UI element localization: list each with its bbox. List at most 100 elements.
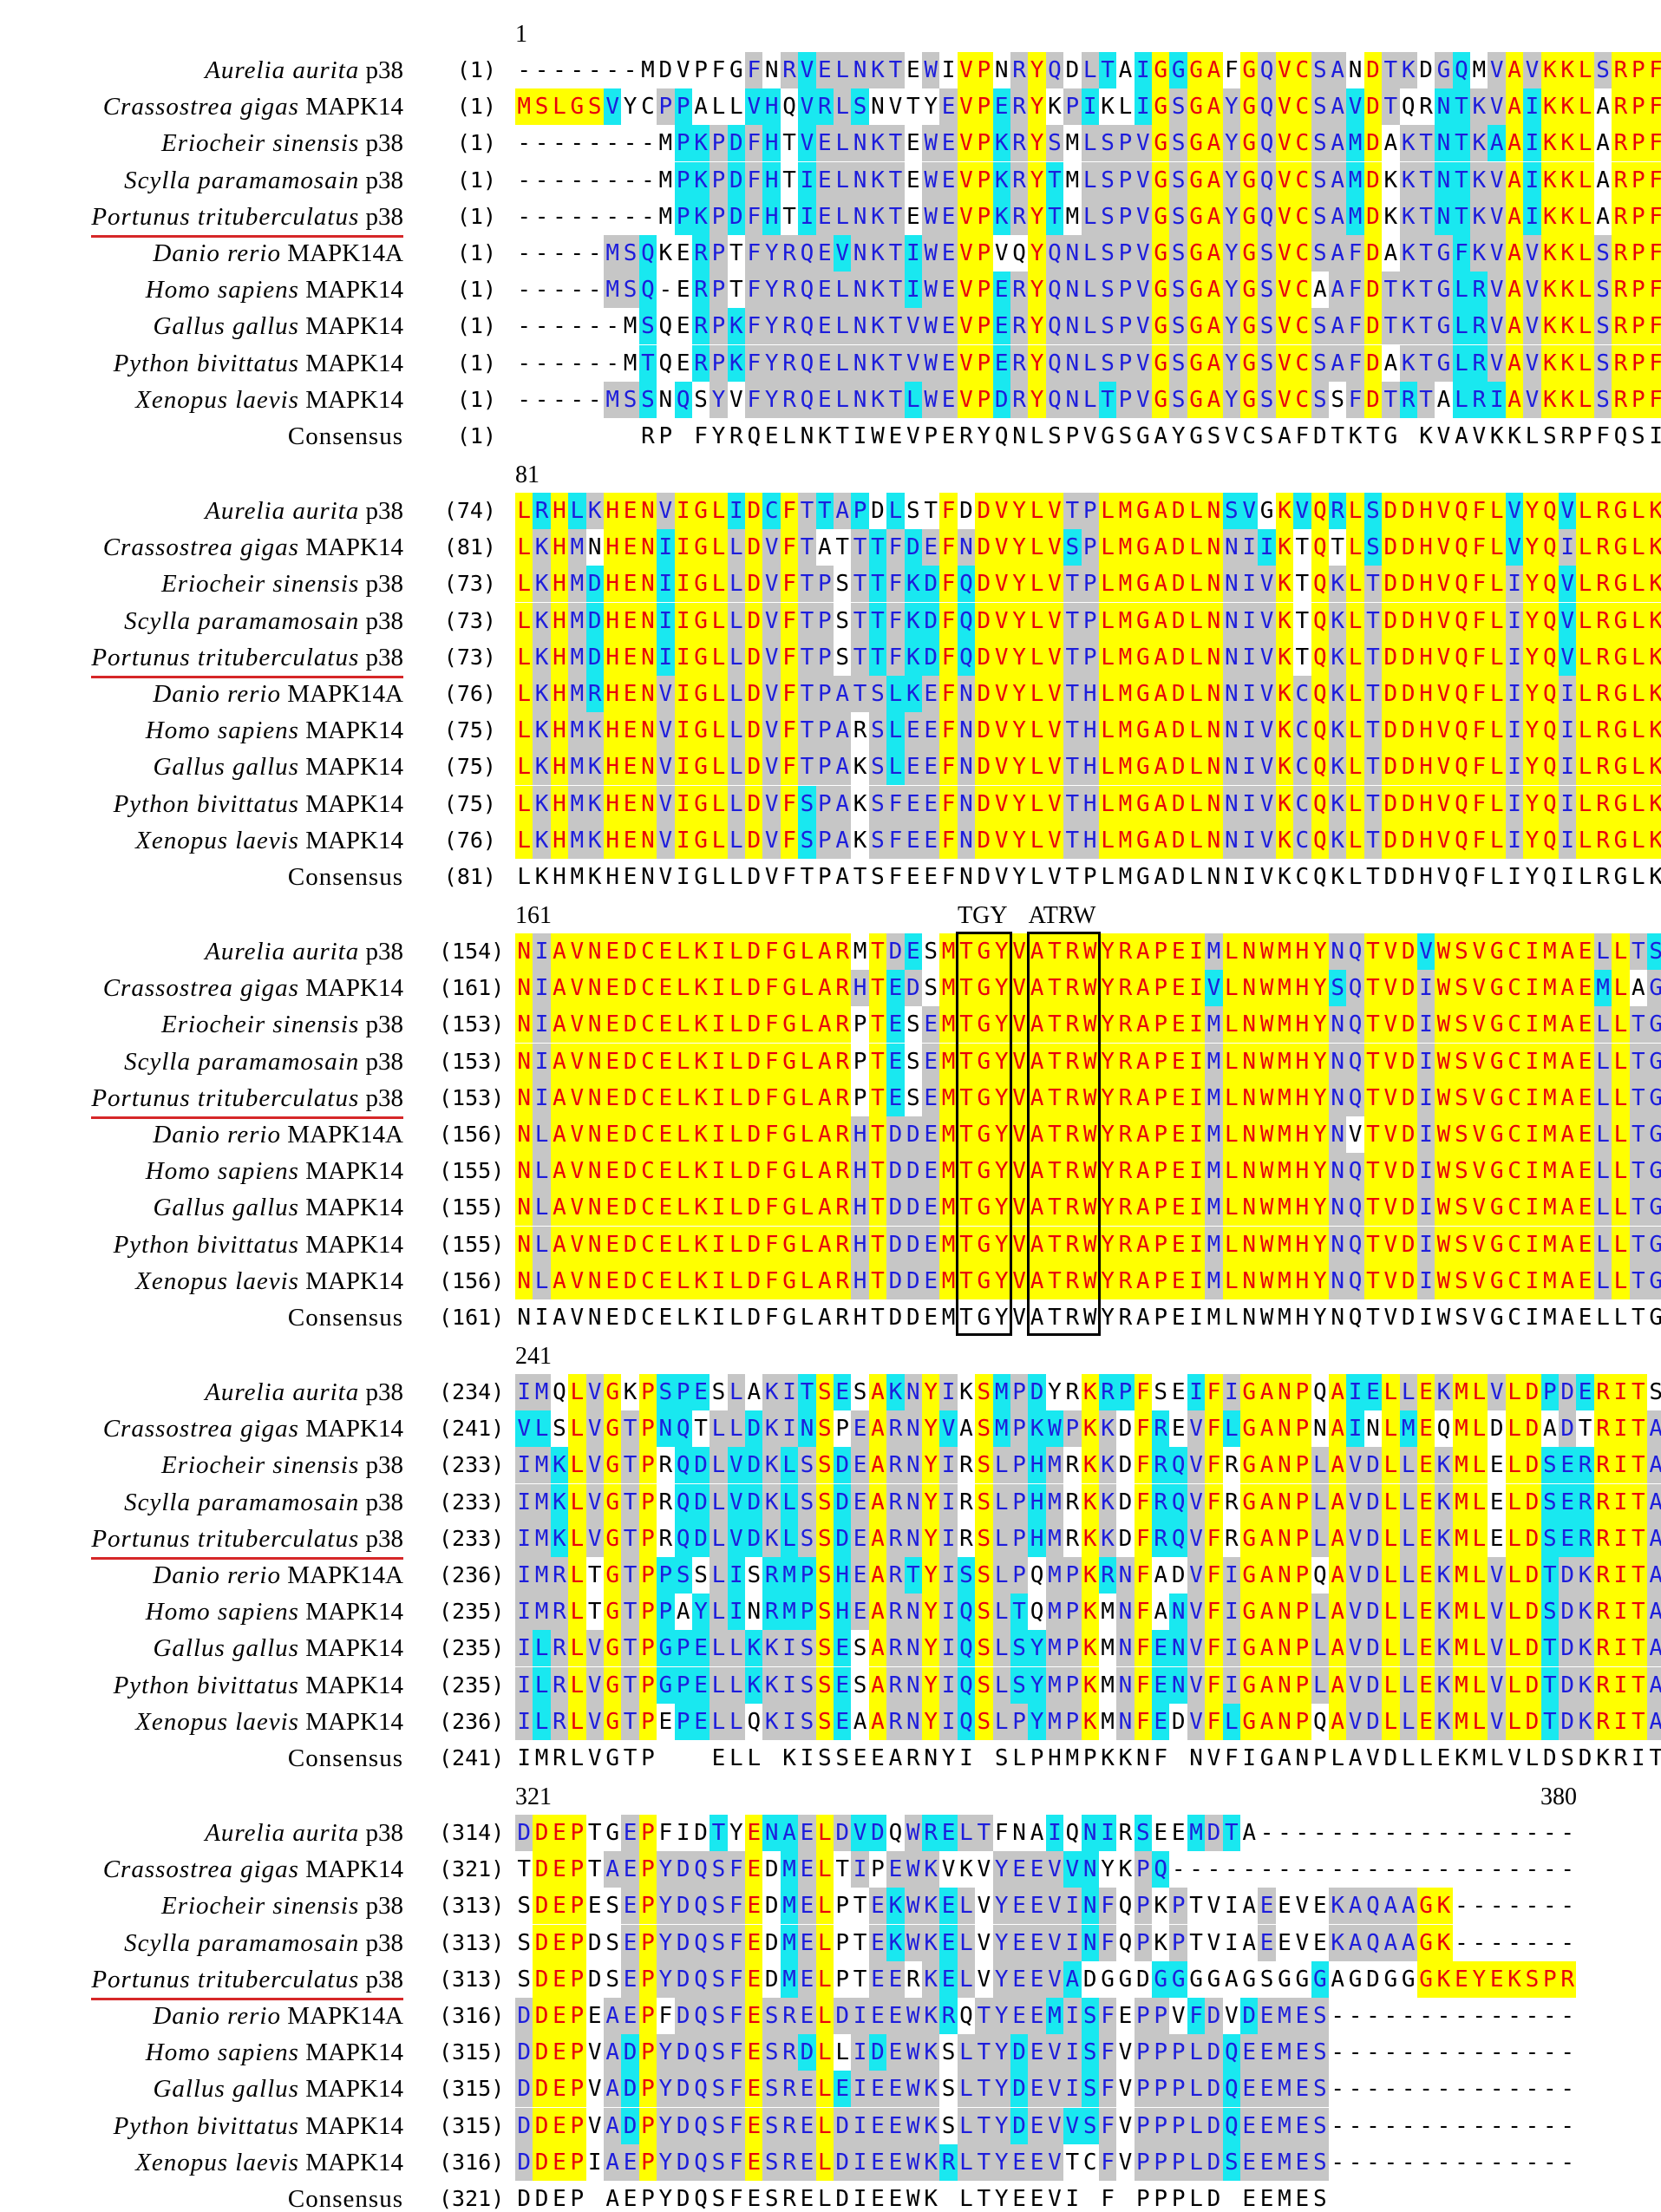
residue: S bbox=[1452, 970, 1471, 1007]
consensus-residue: K bbox=[924, 2186, 938, 2212]
residue: S bbox=[1098, 125, 1117, 162]
residue: V bbox=[1118, 2039, 1133, 2066]
residue: M bbox=[568, 638, 586, 676]
residue: Q bbox=[691, 2107, 710, 2144]
residue: D bbox=[1399, 1079, 1417, 1116]
residue: C bbox=[638, 1153, 657, 1190]
consensus-residue bbox=[939, 2181, 957, 2212]
residue: E bbox=[621, 1960, 639, 1998]
species-label: Portunus trituberculatus p38 bbox=[91, 200, 403, 238]
residue: L bbox=[1452, 344, 1471, 382]
residue: M bbox=[853, 939, 867, 965]
residue: G bbox=[1435, 52, 1453, 88]
residue: R bbox=[1010, 272, 1029, 309]
residue: Q bbox=[1452, 676, 1471, 712]
residue: T bbox=[1629, 1043, 1647, 1080]
residue: P bbox=[1063, 1594, 1082, 1631]
residue: L bbox=[710, 1483, 728, 1521]
residue: - bbox=[1525, 1929, 1540, 1956]
residue: L bbox=[1382, 1410, 1400, 1448]
alignment-row: Aurelia aurita p38 (1) - - - - - - - M D V P F G F N R V E L… bbox=[0, 52, 1661, 88]
species-label: Eriocheir sinensis p38 bbox=[161, 127, 403, 160]
residue: K bbox=[691, 1262, 710, 1299]
residue: P bbox=[1293, 1666, 1311, 1704]
residue: L bbox=[533, 1630, 551, 1667]
residue: P bbox=[1540, 1374, 1560, 1410]
residue: G bbox=[1295, 1966, 1310, 1993]
residue: K bbox=[1559, 235, 1577, 272]
residue: R bbox=[834, 1262, 852, 1299]
residue: E bbox=[745, 1998, 763, 2034]
residue: I bbox=[1240, 749, 1259, 786]
residue: L bbox=[1098, 785, 1117, 822]
residue: F bbox=[1205, 1703, 1223, 1740]
residue: S bbox=[975, 1447, 993, 1484]
residue: W bbox=[1081, 1079, 1099, 1116]
consensus-residue: H bbox=[553, 864, 566, 890]
residue: L bbox=[1399, 1594, 1417, 1631]
residue: T bbox=[710, 1815, 728, 1851]
residue: A bbox=[1205, 235, 1223, 272]
residue: L bbox=[1222, 1043, 1241, 1080]
residue: - bbox=[1560, 1856, 1575, 1883]
residue: - bbox=[570, 167, 585, 193]
residue: M bbox=[568, 566, 586, 603]
residue: F bbox=[1647, 88, 1661, 126]
residue: L bbox=[1028, 529, 1046, 566]
residue: Y bbox=[1523, 493, 1541, 529]
residue: L bbox=[710, 1447, 728, 1484]
residue: E bbox=[868, 2107, 887, 2144]
residue: L bbox=[711, 94, 726, 121]
residue: P bbox=[1081, 566, 1099, 603]
residue: V bbox=[1470, 1153, 1488, 1190]
residue: D bbox=[1559, 1703, 1577, 1740]
residue: E bbox=[550, 1888, 569, 1925]
species-binomial: Portunus trituberculatus bbox=[91, 1083, 360, 1112]
residue: M bbox=[1116, 712, 1135, 749]
residue: P bbox=[1629, 161, 1647, 199]
residue: P bbox=[1293, 1557, 1311, 1594]
alignment-row: Homo sapiens MAPK14 (315) D D E P V A D P Y D Q S F E S R… bbox=[0, 2034, 1661, 2071]
residue: N bbox=[515, 1006, 533, 1044]
residue: - bbox=[1543, 1893, 1557, 1920]
residue: A bbox=[550, 1116, 569, 1153]
residue: P bbox=[1152, 2107, 1170, 2144]
species-label: Homo sapiens MAPK14 bbox=[146, 714, 403, 747]
residue: A bbox=[550, 1262, 569, 1299]
consensus-residue: K bbox=[1455, 1745, 1468, 1771]
consensus-residue: W bbox=[906, 2186, 920, 2212]
residue: E bbox=[1240, 2034, 1259, 2071]
residue: E bbox=[1416, 1447, 1435, 1484]
residue: E bbox=[745, 1851, 763, 1888]
consensus-residue: E bbox=[906, 864, 920, 890]
residue: I bbox=[1240, 566, 1259, 603]
consensus-residue: R bbox=[1560, 423, 1575, 449]
consensus-residue: L bbox=[959, 2186, 973, 2212]
start-position: (235) bbox=[439, 1672, 505, 1698]
residue: T bbox=[621, 1557, 639, 1594]
residue: - bbox=[623, 203, 638, 230]
consensus-residue bbox=[1400, 418, 1417, 455]
residue: E bbox=[1010, 1851, 1029, 1888]
residue: P bbox=[638, 1630, 657, 1667]
residue: K bbox=[959, 1856, 973, 1883]
residue: S bbox=[762, 2107, 781, 2144]
residue: S bbox=[941, 2076, 956, 2103]
residue: K bbox=[1328, 821, 1347, 859]
residue: T bbox=[798, 529, 816, 566]
residue: - bbox=[1278, 1820, 1292, 1846]
residue: K bbox=[550, 1520, 569, 1557]
residue: A bbox=[1328, 198, 1347, 235]
residue: R bbox=[1010, 308, 1029, 345]
residue: C bbox=[1293, 161, 1311, 199]
start-position: (1) bbox=[456, 130, 496, 156]
residue: V bbox=[1010, 1116, 1029, 1153]
residue: E bbox=[939, 1888, 958, 1925]
species-label: Xenopus laevis MAPK14 bbox=[135, 383, 403, 416]
residue: M bbox=[603, 272, 622, 309]
residue: T bbox=[1045, 161, 1064, 199]
residue: I bbox=[1523, 161, 1541, 199]
residue: G bbox=[1240, 272, 1259, 309]
